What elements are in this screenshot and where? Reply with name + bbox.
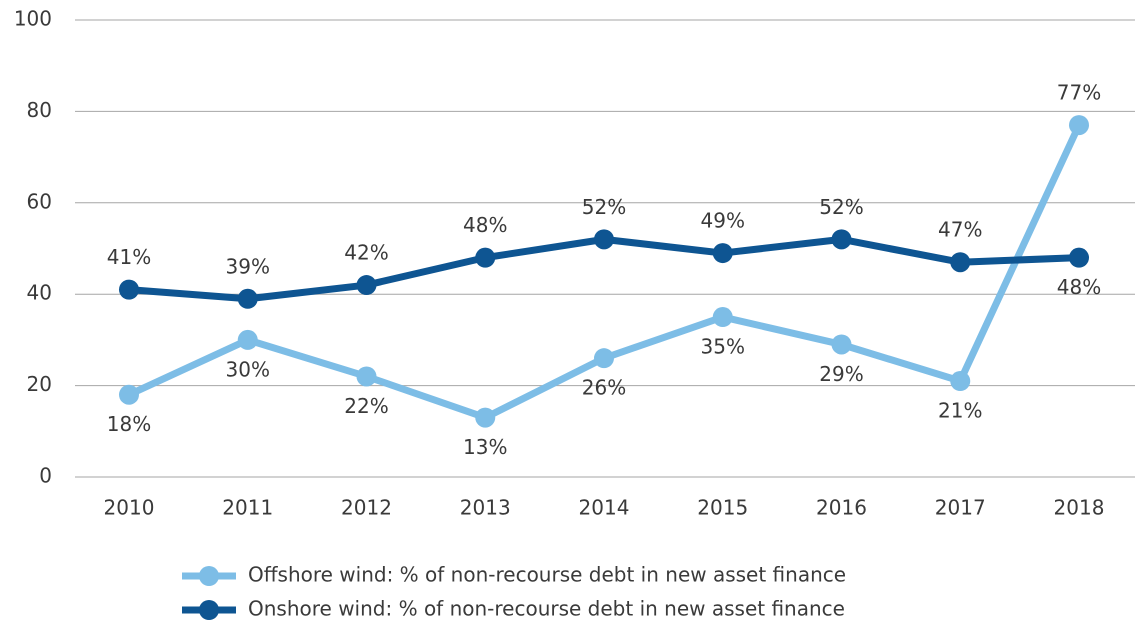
x-tick-label: 2017 xyxy=(935,496,986,520)
data-label: 39% xyxy=(226,254,270,278)
x-tick-label: 2015 xyxy=(697,496,748,520)
data-label: 29% xyxy=(819,362,863,386)
data-label: 48% xyxy=(1057,275,1101,299)
data-point xyxy=(1069,247,1089,268)
data-label: 48% xyxy=(463,213,507,237)
data-label: 18% xyxy=(107,412,151,436)
data-label: 13% xyxy=(463,435,507,459)
data-label: 49% xyxy=(701,209,745,233)
data-point xyxy=(831,229,852,250)
data-point xyxy=(1069,115,1089,136)
series-line xyxy=(127,123,1083,422)
data-point xyxy=(950,371,971,392)
y-tick-label: 20 xyxy=(27,372,52,396)
x-tick-label: 2016 xyxy=(816,496,867,520)
x-tick-label: 2010 xyxy=(104,496,155,520)
data-label: 41% xyxy=(107,245,151,269)
y-tick-label: 40 xyxy=(27,281,52,305)
data-label: 30% xyxy=(226,357,270,381)
data-point xyxy=(712,243,733,264)
data-point xyxy=(475,247,496,268)
y-tick-label: 100 xyxy=(14,7,52,31)
data-label: 22% xyxy=(344,394,388,418)
data-point xyxy=(594,229,614,250)
data-point xyxy=(356,366,377,387)
data-point xyxy=(712,307,733,328)
data-label: 77% xyxy=(1057,81,1101,105)
legend-label: Onshore wind: % of non-recourse debt in … xyxy=(248,597,845,621)
y-tick-label: 0 xyxy=(39,464,52,488)
data-point xyxy=(237,288,258,309)
data-point xyxy=(475,407,496,428)
y-tick-label: 80 xyxy=(27,98,52,122)
legend-marker xyxy=(199,566,219,586)
data-point xyxy=(237,329,258,350)
data-label: 47% xyxy=(938,218,982,242)
data-label: 21% xyxy=(938,399,982,423)
data-point xyxy=(594,348,614,369)
x-tick-label: 2012 xyxy=(341,496,392,520)
data-point xyxy=(119,279,139,300)
data-point xyxy=(356,275,377,296)
x-tick-label: 2018 xyxy=(1054,496,1105,520)
data-label: 26% xyxy=(582,376,626,400)
data-label: 52% xyxy=(819,195,863,219)
data-point xyxy=(950,252,971,273)
legend-label: Offshore wind: % of non-recourse debt in… xyxy=(248,563,846,587)
y-tick-label: 60 xyxy=(27,189,52,213)
x-tick-label: 2011 xyxy=(222,496,273,520)
data-label: 52% xyxy=(582,195,626,219)
data-label: 42% xyxy=(344,241,388,265)
x-tick-label: 2013 xyxy=(460,496,511,520)
legend-marker xyxy=(199,600,219,620)
data-label: 35% xyxy=(701,335,745,359)
x-tick-label: 2014 xyxy=(579,496,630,520)
data-point xyxy=(831,334,852,355)
data-point xyxy=(119,384,139,405)
